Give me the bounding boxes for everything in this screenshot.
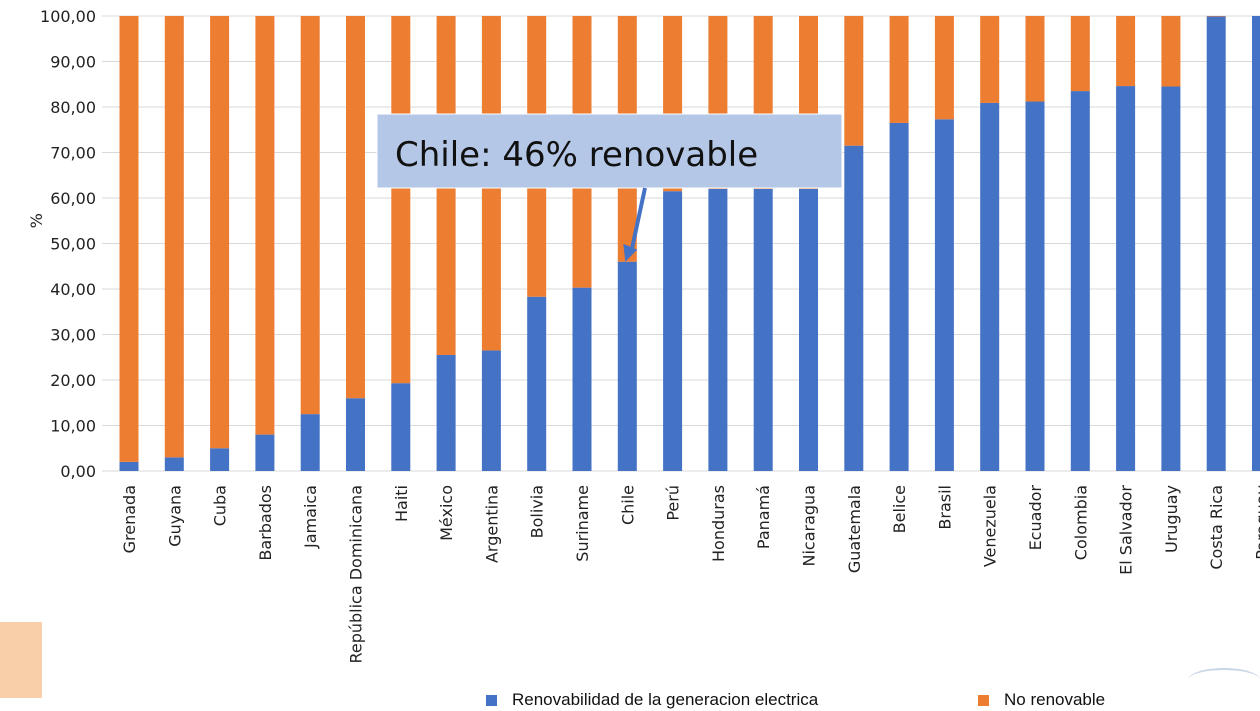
bar-renovable (844, 145, 864, 472)
bar-renovable (572, 287, 592, 471)
x-tick-label: Jamaica (301, 485, 320, 549)
x-tick-label: Costa Rica (1207, 485, 1226, 570)
x-tick-label: México (437, 485, 456, 541)
y-tick-label: 50,00 (50, 235, 96, 254)
legend-label: Renovabilidad de la generacion electrica (512, 690, 819, 709)
y-tick-label: 20,00 (50, 371, 96, 390)
bar-no-renovable (1025, 16, 1045, 102)
bar-renovable (1252, 16, 1260, 471)
y-tick-label: 10,00 (50, 417, 96, 436)
bar-renovable (1161, 86, 1181, 472)
legend-swatch (486, 695, 497, 706)
x-tick-label: El Salvador (1117, 485, 1136, 575)
x-tick-label: Suriname (573, 485, 592, 562)
x-tick-label: Honduras (709, 485, 728, 562)
callout-arrow-line (629, 187, 647, 253)
bar-renovable (663, 191, 683, 472)
annotation-callout: Chile: 46% renovable (376, 113, 843, 262)
bar-no-renovable (346, 16, 365, 399)
y-tick-label: 80,00 (50, 98, 96, 117)
bar-no-renovable (844, 16, 864, 146)
bar-renovable (1025, 101, 1045, 471)
callout-box (376, 113, 843, 189)
bar-renovable (617, 261, 637, 471)
bar-renovable (708, 188, 728, 471)
bar-no-renovable (255, 16, 275, 435)
x-tick-label: Chile (618, 485, 637, 525)
y-tick-label: 70,00 (50, 144, 96, 163)
bar-no-renovable (1161, 16, 1181, 87)
x-tick-label: Belice (890, 485, 909, 533)
x-tick-label: Cuba (211, 485, 230, 526)
x-tick-label: Colombia (1071, 485, 1090, 560)
bars (119, 16, 1260, 472)
bar-renovable (119, 461, 139, 471)
bar-renovable (255, 434, 275, 471)
x-tick-label: Guyana (165, 485, 184, 547)
bar-renovable (391, 383, 411, 471)
callout-text: Chile: 46% renovable (395, 135, 758, 175)
y-tick-label: 60,00 (50, 189, 96, 208)
y-axis-label: % (27, 213, 46, 228)
bar-renovable (300, 414, 320, 471)
x-tick-label: República Dominicana (347, 485, 366, 664)
bar-no-renovable (300, 16, 320, 415)
bar-renovable (753, 188, 773, 471)
bar-renovable (1070, 91, 1090, 471)
y-tick-label: 90,00 (50, 53, 96, 72)
x-tick-label: Uruguay (1162, 485, 1181, 553)
bar-renovable (346, 398, 365, 471)
x-tick-label: Guatemala (845, 485, 864, 573)
bar-renovable (980, 102, 1000, 471)
bar-renovable (1116, 86, 1136, 471)
callout-arrow-head (623, 243, 638, 262)
bar-no-renovable (210, 16, 230, 449)
bar-renovable (799, 188, 818, 471)
y-axis-ticks: 0,00 10,00 20,00 30,00 40,00 50,00 60,00 70,00 8… (40, 7, 96, 481)
y-tick-label: 40,00 (50, 280, 96, 299)
bar-no-renovable (934, 16, 954, 120)
x-tick-label: Grenada (120, 485, 139, 553)
x-axis-ticks: Grenada Guyana Cuba Barbados Jamaica Repúblic… (120, 485, 1260, 664)
bar-renovable (210, 448, 230, 471)
legend: Renovabilidad de la generacion electrica… (486, 690, 1105, 709)
x-tick-label: Paraguay (1253, 485, 1260, 560)
bar-renovable (1206, 16, 1226, 472)
x-tick-label: Nicaragua (800, 485, 819, 567)
bar-no-renovable (889, 16, 909, 123)
bar-no-renovable (980, 16, 1000, 103)
legend-label: No renovable (1004, 690, 1105, 709)
x-tick-label: Barbados (256, 485, 275, 561)
x-tick-label: Argentina (482, 485, 501, 563)
bar-renovable (481, 350, 501, 471)
bar-no-renovable (119, 16, 139, 462)
x-tick-label: Ecuador (1026, 485, 1045, 551)
bar-no-renovable (164, 16, 184, 458)
bar-renovable (527, 296, 547, 471)
y-tick-label: 30,00 (50, 326, 96, 345)
bar-renovable (164, 457, 184, 471)
x-tick-label: Haiti (392, 485, 411, 522)
x-tick-label: Panamá (754, 485, 773, 549)
bar-renovable (934, 119, 954, 471)
bar-no-renovable (391, 16, 411, 384)
bar-renovable (889, 122, 909, 472)
legend-swatch (978, 695, 989, 706)
x-tick-label: Venezuela (981, 485, 1000, 567)
y-tick-label: 0,00 (60, 462, 96, 481)
bar-no-renovable (1116, 16, 1136, 87)
bar-no-renovable (1070, 16, 1090, 92)
bar-renovable (436, 354, 456, 471)
x-tick-label: Bolivia (528, 485, 547, 538)
side-tab-decoration (0, 622, 42, 698)
x-tick-label: Brasil (935, 485, 954, 530)
x-tick-label: Perú (664, 485, 683, 521)
y-tick-label: 100,00 (40, 7, 96, 26)
logo-fragment (1188, 668, 1260, 692)
